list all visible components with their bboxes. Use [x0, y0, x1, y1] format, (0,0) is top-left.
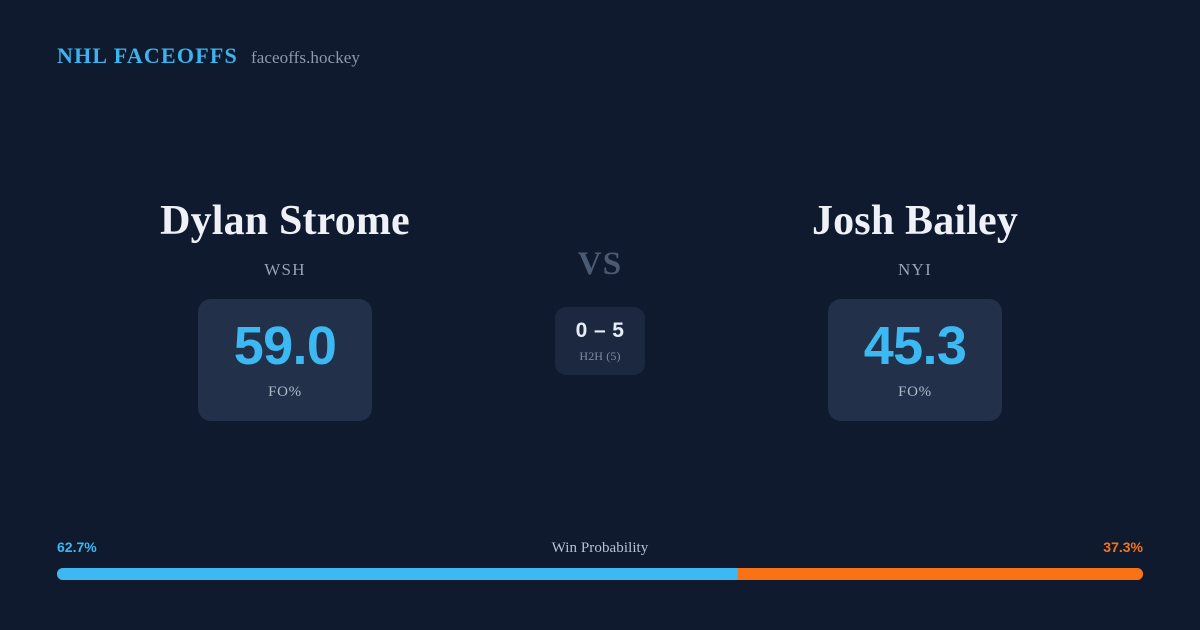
player-team-right: NYI [897, 260, 933, 279]
player-name-left: Dylan Strome [160, 198, 410, 244]
brand-title: NHL FACEOFFS [57, 43, 238, 68]
win-probability-title: Win Probability [551, 540, 649, 556]
brand-domain: faceoffs.hockey [250, 48, 361, 67]
faceoff-stat-label-left: FO% [268, 384, 302, 400]
player-team-left: WSH [264, 260, 306, 279]
faceoff-stat-card-left: 59.0 FO% [198, 299, 372, 421]
head-to-head-score: 0 – 5 [575, 319, 625, 342]
player-card-right: Josh Bailey NYI 45.3 FO% [685, 190, 1145, 421]
matchup-row: Dylan Strome WSH 59.0 FO% VS 0 – 5 H2H (… [0, 190, 1200, 421]
faceoff-stat-card-right: 45.3 FO% [828, 299, 1002, 421]
head-to-head-label: H2H (5) [579, 349, 621, 363]
versus-column: VS 0 – 5 H2H (5) [515, 190, 685, 375]
player-name-right: Josh Bailey [811, 198, 1019, 244]
versus-label: VS [577, 246, 623, 282]
win-probability-section: 62.7% Win Probability 37.3% [57, 539, 1143, 580]
win-probability-bar-left [57, 568, 738, 580]
faceoff-percent-right: 45.3 [863, 316, 967, 376]
faceoff-stat-label-right: FO% [898, 384, 932, 400]
player-card-left: Dylan Strome WSH 59.0 FO% [55, 190, 515, 421]
win-probability-bar [57, 568, 1143, 580]
faceoff-percent-left: 59.0 [233, 316, 337, 376]
win-probability-labels: 62.7% Win Probability 37.3% [57, 539, 1143, 559]
site-branding: NHL FACEOFFS faceoffs.hockey [57, 45, 360, 67]
win-probability-right-value: 37.3% [1103, 539, 1143, 555]
head-to-head-card: 0 – 5 H2H (5) [555, 307, 645, 375]
win-probability-bar-right [737, 568, 1143, 580]
win-probability-left-value: 62.7% [57, 539, 97, 555]
